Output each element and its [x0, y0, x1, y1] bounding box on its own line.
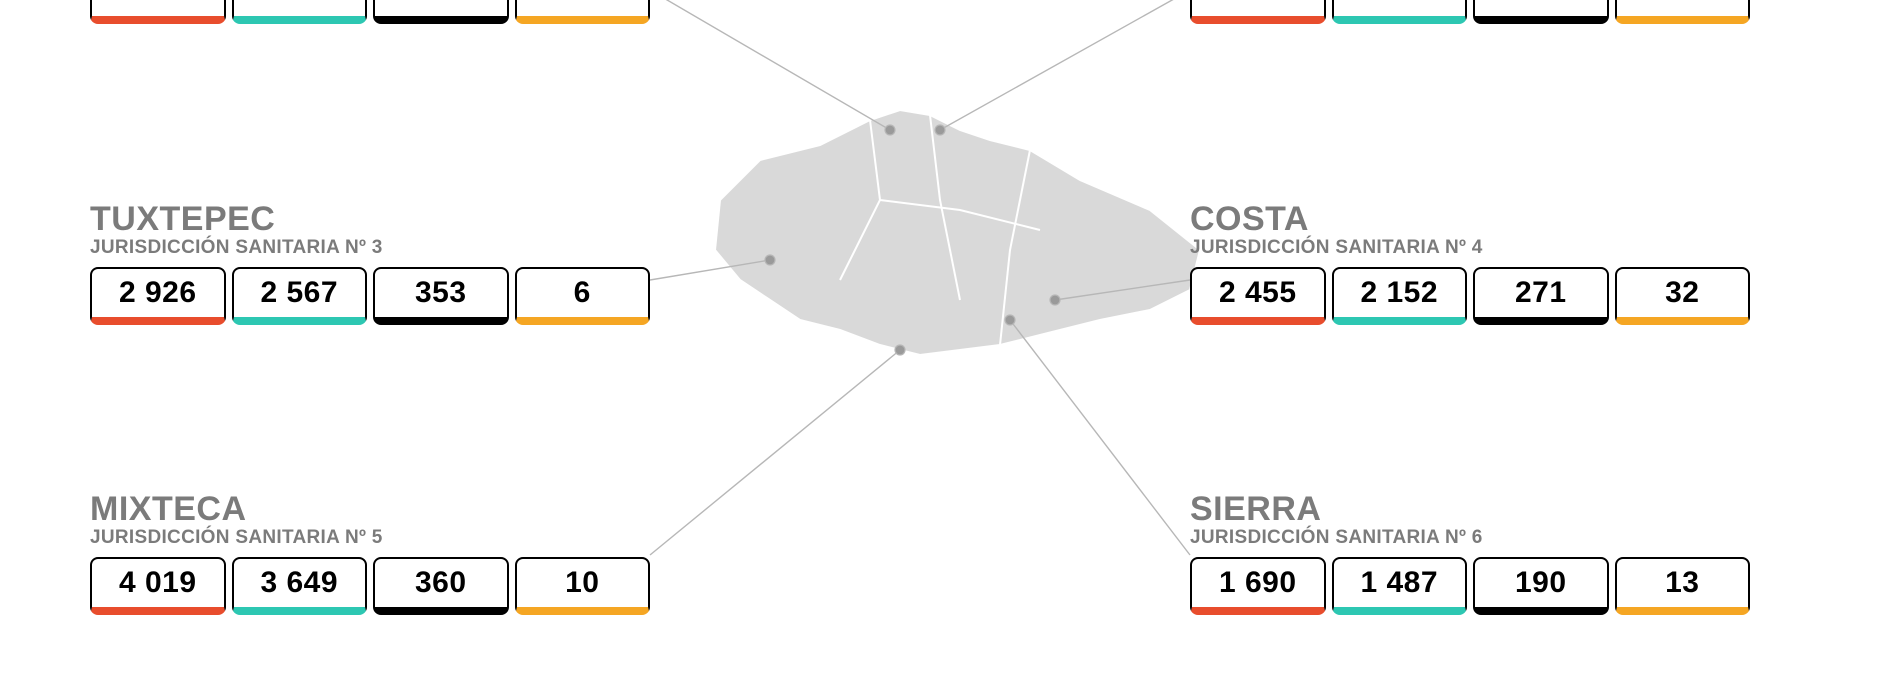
- connector-dot: [895, 345, 905, 355]
- region-title: TUXTEPEC: [90, 200, 650, 239]
- region-title: SIERRA: [1190, 490, 1750, 529]
- stat-row: 2 4552 15227132: [1190, 267, 1750, 325]
- connector-line: [1010, 320, 1190, 555]
- stat-cell: 360: [373, 557, 509, 615]
- stat-row: [1190, 0, 1750, 24]
- region-subtitle: JURISDICCIÓN SANITARIA Nº 6: [1190, 527, 1750, 549]
- region-title: MIXTECA: [90, 490, 650, 529]
- connector-dot: [1005, 315, 1015, 325]
- region-top_right_partial: [1190, 0, 1750, 24]
- connector-dot: [885, 125, 895, 135]
- stat-cell: 190: [1473, 557, 1609, 615]
- stat-cell: 2 926: [90, 267, 226, 325]
- region-top_left_partial: [90, 0, 650, 24]
- stat-row: [90, 0, 650, 24]
- connector-dot: [1050, 295, 1060, 305]
- stat-cell: 353: [373, 267, 509, 325]
- stat-cell: [373, 0, 509, 24]
- stat-cell: [90, 0, 226, 24]
- connector-line: [650, 350, 900, 555]
- connector-dot: [765, 255, 775, 265]
- connector-line: [1055, 280, 1190, 300]
- region-subtitle: JURISDICCIÓN SANITARIA Nº 4: [1190, 237, 1750, 259]
- region-costa: COSTAJURISDICCIÓN SANITARIA Nº 4 2 4552 1…: [1190, 200, 1750, 325]
- stat-cell: 4 019: [90, 557, 226, 615]
- connector-line: [940, 0, 1190, 130]
- stat-cell: [232, 0, 368, 24]
- stat-cell: 1 487: [1332, 557, 1468, 615]
- stat-cell: 2 152: [1332, 267, 1468, 325]
- stat-row: 4 0193 64936010: [90, 557, 650, 615]
- stat-row: 2 9262 5673536: [90, 267, 650, 325]
- stat-cell: [1615, 0, 1751, 24]
- stat-cell: [1473, 0, 1609, 24]
- connector-line: [650, 0, 890, 130]
- stat-cell: 2 455: [1190, 267, 1326, 325]
- stat-cell: [1190, 0, 1326, 24]
- stat-cell: 271: [1473, 267, 1609, 325]
- region-mixteca: MIXTECAJURISDICCIÓN SANITARIA Nº 54 0193…: [90, 490, 650, 615]
- connector-line: [650, 260, 770, 280]
- stat-cell: 3 649: [232, 557, 368, 615]
- region-sierra: SIERRAJURISDICCIÓN SANITARIA Nº 6 1 6901 …: [1190, 490, 1750, 615]
- stat-cell: 10: [515, 557, 651, 615]
- connector-dot: [935, 125, 945, 135]
- region-title: COSTA: [1190, 200, 1750, 239]
- stat-cell: [1332, 0, 1468, 24]
- region-subtitle: JURISDICCIÓN SANITARIA Nº 5: [90, 527, 650, 549]
- stat-cell: [515, 0, 651, 24]
- stat-cell: 1 690: [1190, 557, 1326, 615]
- stat-cell: 32: [1615, 267, 1751, 325]
- stat-cell: 6: [515, 267, 651, 325]
- region-subtitle: JURISDICCIÓN SANITARIA Nº 3: [90, 237, 650, 259]
- region-tuxtepec: TUXTEPECJURISDICCIÓN SANITARIA Nº 3 2 926…: [90, 200, 650, 325]
- stat-cell: 13: [1615, 557, 1751, 615]
- stat-row: 1 6901 48719013: [1190, 557, 1750, 615]
- stat-cell: 2 567: [232, 267, 368, 325]
